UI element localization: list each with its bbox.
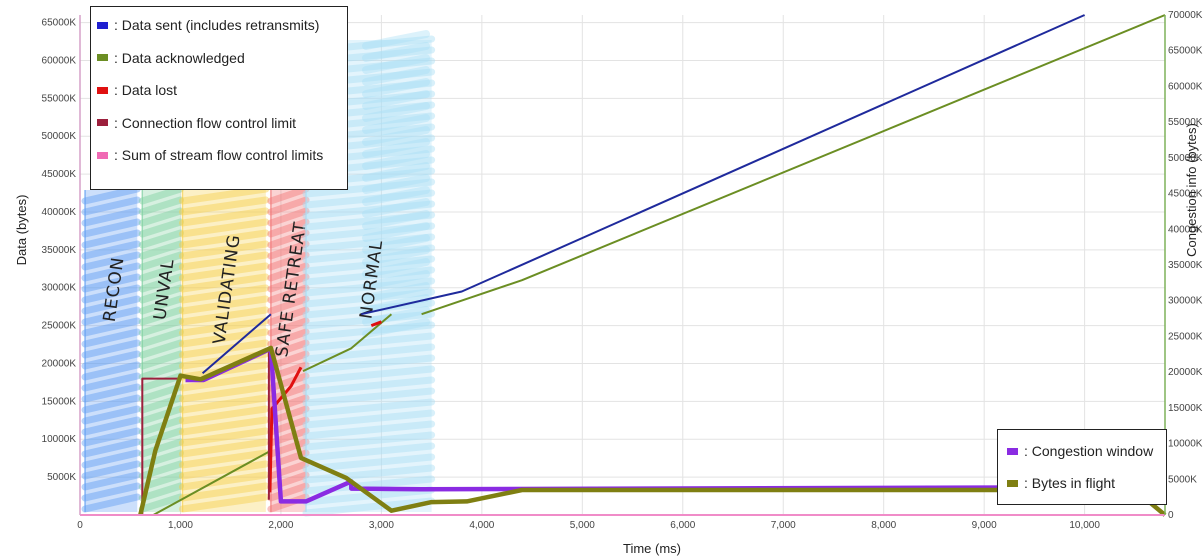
legend-item: : Congestion window: [1007, 435, 1166, 467]
x-tick-label: 4,000: [469, 520, 494, 531]
legend-label: : Data lost: [114, 82, 178, 99]
phase-band-recon: RECON: [81, 185, 141, 513]
series-line: [152, 14, 1166, 516]
y-left-tick-labels: 5000K 10000K 15000K 20000K 25000K 30000K 35000…: [42, 18, 77, 484]
y-left-tick-label: 35000K: [42, 245, 77, 256]
legend-label: : Congestion window: [1024, 443, 1154, 459]
y-right-tick-label: 0: [1168, 510, 1174, 521]
y-axis-left-title: Data (bytes): [14, 195, 29, 266]
y-left-tick-label: 55000K: [42, 93, 77, 104]
legend-swatch: [97, 21, 108, 29]
phase-scribble-upper: [362, 30, 431, 338]
y-left-tick-label: 25000K: [42, 321, 77, 332]
y-right-tick-label: 55000K: [1168, 117, 1203, 128]
y-right-tick-label: 15000K: [1168, 403, 1203, 414]
phase-fill: [142, 190, 181, 512]
y-right-tick-label: 65000K: [1168, 46, 1203, 57]
y-left-tick-label: 65000K: [42, 18, 77, 29]
legend-item: : Data sent (includes retransmits): [97, 9, 347, 42]
y-right-tick-label: 5000K: [1168, 474, 1197, 485]
x-tick-label: 9,000: [972, 520, 997, 531]
y-left-tick-label: 10000K: [42, 434, 77, 445]
legend-swatch: [97, 86, 108, 94]
y-left-tick-label: 5000K: [47, 472, 76, 483]
legend-label: : Data sent (includes retransmits): [114, 17, 320, 34]
legend-label: : Connection flow control limit: [114, 114, 297, 131]
series-line: [201, 14, 1086, 375]
phase-scribble: [302, 35, 436, 517]
y-left-tick-label: 30000K: [42, 283, 77, 294]
y-right-tick-label: 40000K: [1168, 224, 1203, 235]
legend-item: : Data lost: [97, 74, 347, 107]
phase-band-unval: UNVAL: [138, 185, 184, 513]
phase-band-validating: VALIDATING: [178, 185, 270, 513]
y-left-tick-label: 45000K: [42, 169, 77, 180]
legend-swatch: [97, 119, 108, 127]
legend-swatch: [1007, 447, 1018, 455]
legend-label: : Sum of stream flow control limits: [114, 147, 324, 164]
x-axis-title: Time (ms): [623, 541, 681, 556]
y-left-tick-label: 40000K: [42, 207, 77, 218]
y-right-tick-label: 25000K: [1168, 331, 1203, 342]
series-lines: [80, 14, 1167, 517]
y-right-tick-label: 50000K: [1168, 153, 1203, 164]
y-right-tick-label: 35000K: [1168, 260, 1203, 271]
y-right-tick-label: 70000K: [1168, 10, 1203, 21]
phase-scribble: [81, 185, 141, 513]
legend-swatch: [97, 54, 108, 62]
legend-item: : Sum of stream flow control limits: [97, 139, 347, 172]
series-line: [141, 352, 270, 515]
x-tick-label: 1,000: [168, 520, 193, 531]
legend-data: : Data sent (includes retransmits) : Data…: [90, 6, 348, 190]
y-left-tick-label: 50000K: [42, 131, 77, 142]
y-right-tick-label: 20000K: [1168, 367, 1203, 378]
y-left-tick-label: 20000K: [42, 358, 77, 369]
x-tick-label: 3,000: [369, 520, 394, 531]
y-right-tick-label: 30000K: [1168, 296, 1203, 307]
x-tick-label: 2,000: [268, 520, 293, 531]
x-tick-label: 8,000: [871, 520, 896, 531]
y-left-tick-label: 15000K: [42, 396, 77, 407]
x-tick-label: 5,000: [570, 520, 595, 531]
legend-item: : Data acknowledged: [97, 42, 347, 75]
phase-fill: [85, 190, 138, 512]
x-tick-label: 6,000: [670, 520, 695, 531]
legend-congestion: : Congestion window : Bytes in flight: [997, 429, 1167, 505]
x-tick-labels: 0 1,000 2,000 3,000 4,000 5,000 6,000 7,000 8,00…: [77, 520, 1100, 531]
x-tick-label: 10,000: [1069, 520, 1100, 531]
y-left-tick-label: 60000K: [42, 55, 77, 66]
y-right-tick-label: 45000K: [1168, 189, 1203, 200]
y-right-tick-labels: 0 5000K 10000K 15000K 20000K 25000K 30000K 3500…: [1168, 10, 1203, 521]
x-tick-label: 7,000: [771, 520, 796, 531]
y-right-tick-label: 60000K: [1168, 81, 1203, 92]
legend-item: : Bytes in flight: [1007, 467, 1166, 499]
legend-label: : Bytes in flight: [1024, 475, 1116, 491]
phase-fill: [182, 190, 266, 512]
x-tick-label: 0: [77, 520, 83, 531]
legend-label: : Data acknowledged: [114, 49, 245, 66]
legend-item: : Connection flow control limit: [97, 107, 347, 140]
y-axis-right-title: Congestion info (bytes): [1184, 123, 1199, 257]
series-line: [268, 320, 382, 493]
series-line: [138, 345, 1167, 517]
legend-swatch: [1007, 479, 1018, 487]
legend-swatch: [97, 151, 108, 159]
y-right-tick-label: 10000K: [1168, 439, 1203, 450]
